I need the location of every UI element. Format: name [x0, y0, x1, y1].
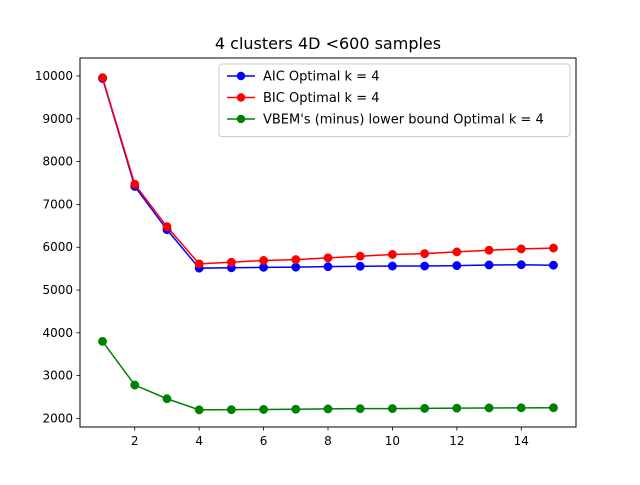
- data-point: [387, 261, 397, 271]
- data-point: [194, 259, 204, 269]
- data-point: [291, 404, 301, 414]
- y-tick-label: 5000: [42, 283, 73, 297]
- data-point: [484, 260, 494, 270]
- data-point: [130, 179, 140, 189]
- data-point: [549, 243, 558, 253]
- y-tick-label: 10000: [35, 69, 73, 83]
- data-point: [355, 404, 365, 414]
- data-point: [516, 403, 526, 413]
- x-tick-label: 4: [195, 434, 203, 448]
- data-point: [420, 403, 430, 413]
- legend-marker-2: [236, 93, 246, 102]
- data-point: [98, 336, 107, 346]
- data-point: [452, 247, 462, 257]
- data-point: [549, 403, 558, 413]
- data-point: [484, 403, 494, 413]
- data-point: [323, 404, 333, 414]
- data-point: [549, 260, 558, 270]
- data-point: [420, 261, 430, 271]
- y-tick-label: 7000: [42, 197, 73, 211]
- chart-title: 4 clusters 4D <600 samples: [215, 34, 441, 53]
- data-point: [452, 261, 462, 271]
- y-tick-label: 6000: [42, 240, 73, 254]
- data-point: [291, 262, 301, 272]
- x-tick-label: 10: [385, 434, 400, 448]
- data-point: [259, 256, 269, 265]
- x-tick-label: 14: [514, 434, 529, 448]
- data-point: [323, 253, 333, 263]
- data-point: [130, 380, 140, 390]
- legend-label-3: VBEM's (minus) lower bound Optimal k = 4: [263, 113, 544, 128]
- legend-label-1: AIC Optimal k = 4: [263, 70, 379, 85]
- data-point: [162, 394, 172, 404]
- x-tick-label: 8: [324, 434, 332, 448]
- data-point: [355, 261, 365, 271]
- data-point: [420, 249, 430, 259]
- data-point: [259, 404, 269, 414]
- data-point: [484, 245, 494, 255]
- y-axis: 2000 3000 4000 5000 6000 7000 8000 9000 10000: [35, 69, 80, 425]
- data-point: [291, 255, 301, 265]
- x-tick-label: 12: [449, 434, 464, 448]
- y-tick-label: 3000: [42, 369, 73, 383]
- legend-label-2: BIC Optimal k = 4: [263, 91, 380, 106]
- data-point: [194, 405, 204, 415]
- y-tick-label: 2000: [42, 411, 73, 425]
- data-point: [98, 73, 107, 83]
- data-point: [387, 404, 397, 414]
- legend: AIC Optimal k = 4 BIC Optimal k = 4 VBEM's…: [218, 63, 571, 137]
- legend-marker-3: [236, 114, 246, 124]
- y-tick-label: 8000: [42, 155, 73, 169]
- data-point: [323, 262, 333, 272]
- legend-marker-1: [236, 71, 246, 81]
- data-point: [226, 257, 236, 267]
- plot-area: [98, 73, 558, 415]
- data-point: [452, 403, 462, 413]
- data-point: [387, 250, 397, 259]
- x-tick-label: 6: [260, 434, 268, 448]
- data-point: [516, 244, 526, 254]
- data-point: [516, 260, 526, 270]
- x-axis: 2 4 6 8 10 12 14: [131, 427, 529, 448]
- data-point: [226, 405, 236, 415]
- legend-box: [218, 63, 571, 137]
- data-point: [162, 222, 172, 232]
- y-tick-label: 4000: [42, 326, 73, 340]
- data-point: [355, 251, 365, 261]
- x-tick-label: 2: [131, 434, 139, 448]
- y-tick-label: 9000: [42, 112, 73, 126]
